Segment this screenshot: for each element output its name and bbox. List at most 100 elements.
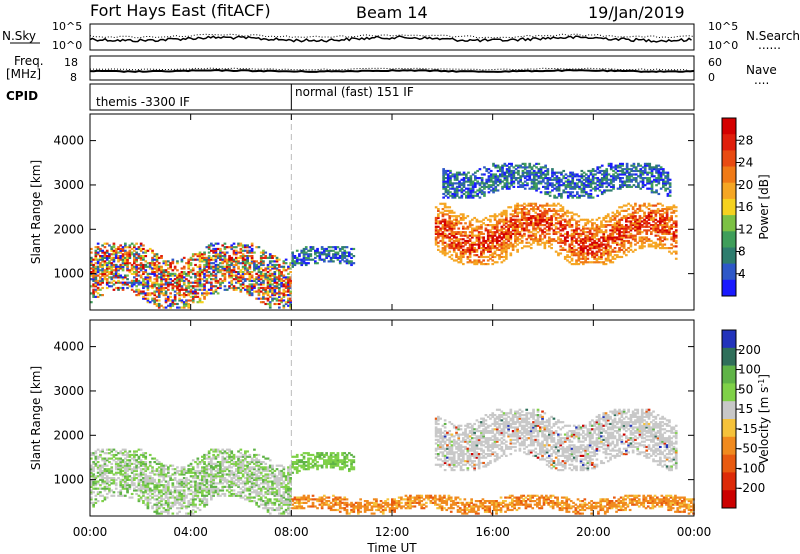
heatmap-cell (280, 299, 283, 302)
heatmap-cell (542, 185, 545, 188)
heatmap-cell (259, 276, 263, 279)
heatmap-cell (289, 301, 292, 304)
heatmap-cell (634, 202, 637, 205)
heatmap-cell (628, 173, 631, 176)
heatmap-cell (636, 222, 640, 225)
heatmap-cell (155, 482, 159, 485)
heatmap-cell (194, 290, 197, 293)
heatmap-cell (250, 288, 254, 291)
heatmap-cell (552, 229, 556, 232)
heatmap-cell (539, 239, 542, 243)
heatmap-cell (629, 213, 633, 216)
heatmap-cell (523, 171, 527, 174)
heatmap-cell (203, 253, 206, 256)
heatmap-cell (155, 283, 159, 286)
heatmap-cell (643, 225, 646, 228)
heatmap-cell (137, 279, 141, 282)
heatmap-cell (257, 292, 261, 295)
heatmap-cell (278, 272, 281, 275)
heatmap-cell (287, 267, 290, 270)
heatmap-cell (105, 256, 109, 259)
heatmap-cell (142, 247, 145, 251)
heatmap-cell (462, 234, 465, 237)
heatmap-cell (264, 288, 268, 291)
heatmap-cell (237, 262, 240, 265)
heatmap-cell (212, 262, 215, 265)
heatmap-cell (139, 274, 143, 277)
heatmap-cell (476, 169, 479, 173)
heatmap-cell (94, 457, 98, 460)
heatmap-cell (268, 274, 272, 277)
heatmap-cell (446, 213, 449, 216)
heatmap-cell (194, 294, 197, 297)
heatmap-cell (117, 468, 120, 471)
heatmap-cell (520, 204, 524, 207)
heatmap-cell (548, 229, 551, 232)
heatmap-cell (529, 243, 533, 246)
heatmap-cell (507, 224, 510, 227)
heatmap-cell (446, 222, 449, 225)
heatmap-cell (167, 496, 170, 499)
heatmap-cell (520, 236, 524, 239)
heatmap-cell (157, 283, 161, 286)
heatmap-cell (173, 290, 177, 293)
heatmap-cell (110, 478, 114, 481)
heatmap-cell (99, 256, 102, 259)
heatmap-cell (314, 249, 317, 252)
heatmap-cell (453, 178, 457, 181)
heatmap-cell (257, 279, 261, 282)
heatmap-cell (257, 288, 261, 291)
heatmap-cell (142, 473, 145, 476)
heatmap-cell (167, 260, 170, 263)
heatmap-cell (259, 286, 263, 290)
heatmap-cell (631, 227, 635, 230)
heatmap-cell (117, 281, 120, 284)
heatmap-cell (235, 262, 238, 265)
heatmap-cell (670, 232, 673, 235)
heatmap-cell (216, 253, 220, 256)
heatmap-cell (114, 462, 118, 465)
heatmap-cell (246, 256, 249, 259)
heatmap-cell (155, 288, 159, 291)
heatmap-cell (527, 209, 531, 212)
heatmap-cell (139, 489, 143, 492)
heatmap-cell (455, 185, 459, 188)
heatmap-cell (128, 455, 132, 458)
heatmap-cell (124, 453, 127, 457)
heatmap-cell (210, 249, 213, 252)
heatmap-cell (622, 247, 626, 250)
heatmap-cell (537, 182, 541, 185)
heatmap-cell (176, 262, 179, 265)
heatmap-cell (442, 168, 445, 171)
heatmap-cell (637, 182, 640, 185)
heatmap-cell (239, 290, 243, 293)
heatmap-cell (289, 285, 292, 288)
heatmap-cell (523, 234, 526, 237)
heatmap-cell (593, 245, 596, 248)
heatmap-cell (157, 466, 161, 469)
heatmap-cell (434, 220, 438, 223)
heatmap-cell (257, 269, 261, 272)
heatmap-cell (550, 215, 553, 218)
heatmap-cell (194, 288, 197, 291)
heatmap-cell (521, 175, 525, 178)
heatmap-cell (160, 510, 163, 513)
cpid-label: CPID (6, 89, 38, 103)
heatmap-cell (585, 177, 588, 180)
heatmap-cell (92, 453, 95, 457)
heatmap-cell (167, 510, 170, 513)
heatmap-cell (528, 162, 532, 165)
heatmap-cell (298, 255, 301, 258)
heatmap-cell (314, 262, 317, 265)
heatmap-cell (228, 269, 231, 272)
heatmap-cell (99, 494, 102, 497)
heatmap-cell (148, 491, 152, 494)
heatmap-cell (448, 239, 452, 243)
heatmap-cell (616, 169, 620, 173)
heatmap-cell (189, 285, 193, 288)
heatmap-cell (153, 485, 157, 488)
heatmap-cell (595, 243, 599, 246)
heatmap-cell (619, 178, 622, 181)
heatmap-cell (580, 177, 584, 180)
heatmap-cell (295, 249, 299, 252)
